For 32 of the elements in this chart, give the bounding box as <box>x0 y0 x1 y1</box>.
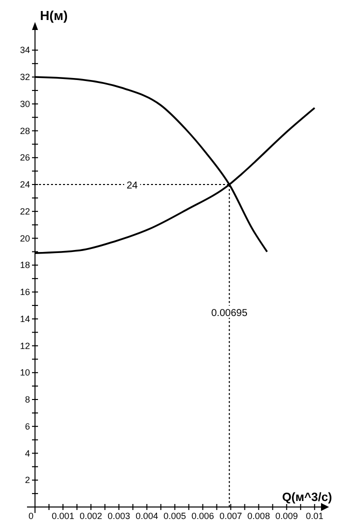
y-tick-label: 2 <box>24 475 30 486</box>
x-tick-label: 0.006 <box>192 511 214 521</box>
x-tick-label: 0.001 <box>52 511 74 521</box>
y-tick-label: 34 <box>20 45 30 56</box>
y-tick-label: 20 <box>20 233 30 244</box>
y-tick-label: 32 <box>20 72 30 82</box>
y-tick-label: 12 <box>20 340 30 351</box>
x-tick-label: 0.003 <box>108 511 130 521</box>
x-tick-label: 0 <box>28 511 34 521</box>
y-tick-label: 16 <box>20 287 30 298</box>
y-tick-label: 10 <box>20 368 30 378</box>
y-tick-label: 26 <box>20 152 30 163</box>
ref-line-label: 0.00695 <box>211 308 248 319</box>
y-axis-title: H(м) <box>40 8 68 23</box>
y-tick-label: 4 <box>24 448 30 458</box>
y-tick-label: 8 <box>24 394 30 405</box>
y-tick-label: 24 <box>20 180 30 190</box>
x-tick-label: 0.004 <box>136 511 158 521</box>
x-axis-title: Q(м^3/с) <box>282 490 332 504</box>
x-tick-label: 0.005 <box>164 511 186 521</box>
y-tick-label: 14 <box>20 314 30 324</box>
x-tick-label: 0.002 <box>80 511 102 521</box>
ref-line-label: 24 <box>126 180 138 192</box>
y-tick-label: 18 <box>20 260 30 270</box>
x-tick-label: 0.008 <box>247 511 270 521</box>
x-tick-label: 0.007 <box>219 511 242 521</box>
y-tick-label: 28 <box>20 126 30 136</box>
y-tick-label: 6 <box>24 421 30 432</box>
x-tick-label: 0.009 <box>275 511 298 521</box>
y-tick-label: 22 <box>20 206 30 216</box>
x-tick-label: 0.01 <box>306 511 324 521</box>
y-tick-label: 30 <box>20 98 30 109</box>
